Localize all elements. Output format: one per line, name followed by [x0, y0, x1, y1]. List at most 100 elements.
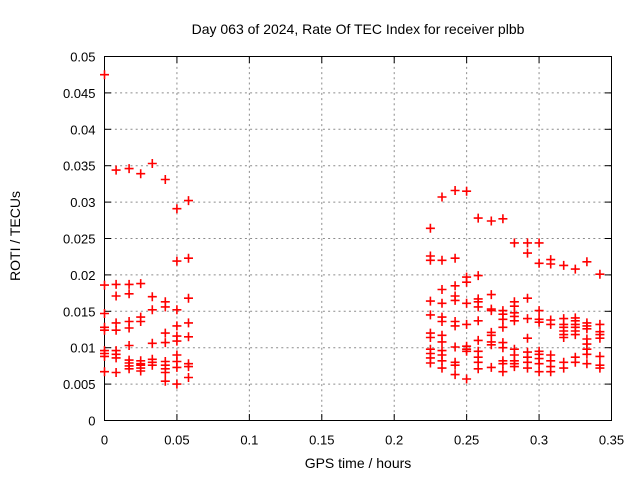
- data-point-marker: [172, 336, 182, 346]
- x-tick-label: 0.15: [309, 433, 334, 448]
- data-point-marker: [160, 376, 170, 386]
- data-point-marker: [450, 253, 460, 263]
- data-point-marker: [523, 333, 532, 343]
- data-point-marker: [509, 316, 519, 326]
- data-point-marker: [160, 338, 170, 348]
- data-point-marker: [534, 359, 544, 369]
- data-point-marker: [534, 258, 544, 268]
- data-point-marker: [437, 317, 447, 326]
- data-point-marker: [498, 359, 508, 369]
- data-point-marker: [486, 216, 496, 226]
- data-point-marker: [136, 366, 146, 376]
- data-point-marker: [582, 324, 592, 334]
- data-point-marker: [437, 255, 447, 265]
- data-point-marker: [124, 323, 134, 333]
- data-point-marker: [473, 271, 483, 281]
- data-point-marker: [136, 279, 146, 289]
- y-tick-label: 0.01: [70, 341, 95, 356]
- y-tick-label: 0: [88, 414, 95, 429]
- data-point-marker: [595, 333, 605, 343]
- data-point-marker: [124, 279, 134, 289]
- data-point-marker: [172, 204, 182, 214]
- plot-border: [104, 56, 612, 421]
- x-tick-label: 0.35: [599, 433, 624, 448]
- data-point-marker: [534, 367, 544, 377]
- data-point-marker: [559, 333, 569, 342]
- data-point-marker: [546, 319, 556, 329]
- data-point-marker: [160, 302, 170, 312]
- data-point-marker: [570, 330, 580, 340]
- data-point-marker: [147, 159, 157, 168]
- y-tick-label: 0.015: [63, 304, 96, 319]
- data-point-marker: [534, 238, 544, 248]
- data-point-marker: [559, 363, 569, 373]
- data-point-marker: [147, 305, 157, 315]
- data-point-marker: [160, 328, 170, 338]
- x-tick-label: 0.1: [240, 433, 258, 448]
- data-point-marker: [582, 359, 592, 369]
- data-point-marker: [450, 360, 460, 370]
- data-point-marker: [437, 285, 447, 294]
- data-point-marker: [450, 321, 460, 331]
- data-point-marker: [160, 175, 170, 184]
- data-point-marker: [111, 353, 121, 363]
- data-point-marker: [595, 269, 605, 279]
- data-point-marker: [473, 302, 483, 312]
- data-point-marker: [124, 364, 134, 374]
- data-point-marker: [559, 260, 569, 270]
- data-point-marker: [425, 296, 435, 306]
- data-point-marker: [184, 293, 193, 303]
- data-point-marker: [523, 238, 532, 248]
- x-axis-label: GPS time / hours: [304, 455, 412, 471]
- data-point-marker: [473, 335, 483, 345]
- data-point-marker: [437, 337, 447, 347]
- data-point-marker: [124, 289, 134, 299]
- data-point-marker: [462, 298, 472, 308]
- data-point-marker: [509, 238, 519, 248]
- data-point-marker: [486, 362, 496, 372]
- data-point-marker: [111, 291, 121, 301]
- data-point-marker: [450, 281, 460, 291]
- data-point-marker: [534, 306, 544, 316]
- y-tick-label: 0.04: [70, 122, 95, 137]
- data-point-marker: [595, 363, 605, 373]
- data-point-marker: [111, 165, 121, 175]
- data-point-marker: [437, 192, 447, 202]
- data-point-marker: [111, 279, 121, 289]
- y-tick-label: 0.05: [70, 50, 95, 65]
- x-tick-label: 0: [101, 433, 108, 448]
- data-point-marker: [498, 367, 508, 377]
- data-point-marker: [437, 363, 447, 373]
- y-tick-label: 0.005: [63, 377, 96, 392]
- data-point-marker: [100, 367, 109, 377]
- x-tick-label: 0.2: [385, 433, 403, 448]
- chart-title: Day 063 of 2024, Rate Of TEC Index for r…: [191, 21, 525, 37]
- data-point-marker: [184, 318, 193, 328]
- data-point-marker: [498, 343, 508, 353]
- data-point-marker: [172, 256, 182, 266]
- data-point-marker: [172, 321, 182, 331]
- data-point-marker: [172, 379, 182, 389]
- data-point-marker: [184, 373, 193, 382]
- data-point-marker: [184, 332, 193, 342]
- data-point-marker: [172, 305, 182, 315]
- data-point-marker: [147, 292, 157, 302]
- data-point-marker: [100, 70, 109, 80]
- y-tick-label: 0.045: [63, 86, 96, 101]
- data-point-marker: [523, 314, 532, 324]
- data-point-marker: [546, 367, 556, 377]
- data-point-marker: [523, 363, 532, 373]
- data-point-marker: [509, 362, 519, 372]
- data-point-marker: [124, 341, 134, 350]
- data-point-marker: [184, 253, 193, 263]
- data-point-marker: [136, 317, 146, 326]
- data-point-marker: [473, 316, 483, 326]
- data-point-marker: [462, 277, 472, 287]
- data-point-marker: [425, 358, 435, 368]
- data-point-marker: [136, 169, 146, 179]
- data-point-marker: [147, 360, 157, 370]
- data-point-marker: [100, 280, 109, 290]
- x-tick-label: 0.25: [454, 433, 479, 448]
